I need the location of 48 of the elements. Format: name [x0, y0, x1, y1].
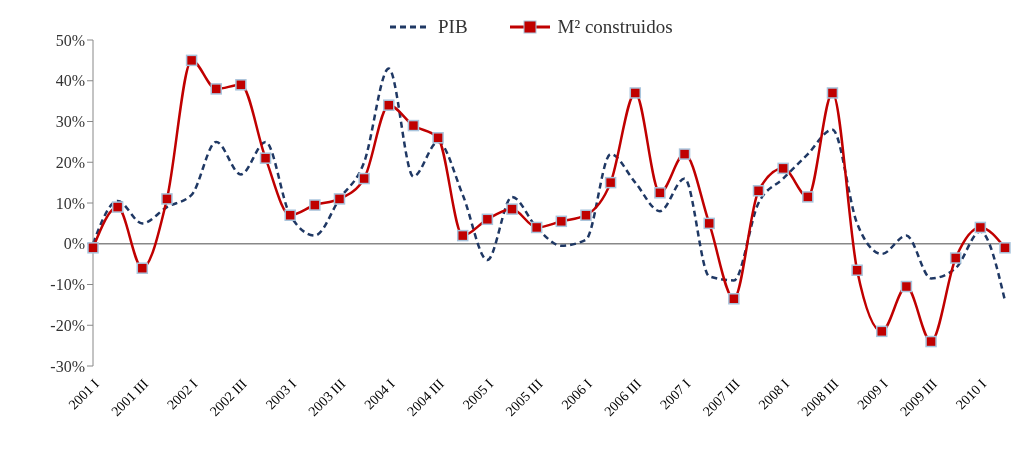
y-tick-label: -30%	[50, 357, 85, 375]
point	[629, 87, 642, 99]
legend-label: PIB	[438, 16, 468, 38]
point	[432, 132, 444, 144]
point	[900, 280, 913, 293]
y-tick-label: 0%	[63, 235, 85, 253]
point	[777, 162, 789, 175]
point	[678, 148, 691, 160]
y-tick-label: 10%	[55, 194, 85, 212]
y-tick-label: -10%	[50, 276, 85, 294]
point	[826, 87, 839, 99]
point	[210, 83, 222, 95]
y-tick-label: 30%	[55, 113, 85, 131]
point	[530, 221, 543, 234]
point	[876, 325, 888, 338]
point	[851, 264, 863, 276]
point	[999, 242, 1011, 254]
point	[728, 293, 740, 305]
point	[481, 213, 494, 226]
point	[161, 193, 173, 205]
point	[802, 191, 814, 203]
point	[309, 199, 321, 211]
point	[703, 217, 715, 230]
point	[555, 215, 568, 228]
y-tick-label: -20%	[50, 316, 85, 334]
point	[111, 201, 124, 213]
point	[580, 209, 592, 221]
y-tick-label: 20%	[55, 153, 85, 171]
point	[752, 185, 765, 197]
point	[949, 252, 962, 264]
point	[284, 209, 296, 221]
point	[407, 119, 420, 132]
y-tick-label: 40%	[55, 72, 85, 90]
point	[506, 203, 518, 215]
point	[383, 99, 395, 111]
point	[333, 193, 346, 205]
point	[185, 54, 198, 67]
point	[604, 176, 617, 189]
point	[259, 152, 272, 164]
point	[925, 335, 937, 348]
point	[136, 262, 149, 274]
y-tick-label: 50%	[55, 31, 85, 49]
legend-label: M² construidos	[557, 16, 673, 38]
point	[974, 221, 987, 234]
point	[654, 187, 666, 199]
point	[456, 229, 469, 242]
point	[358, 172, 370, 185]
point	[235, 79, 247, 91]
